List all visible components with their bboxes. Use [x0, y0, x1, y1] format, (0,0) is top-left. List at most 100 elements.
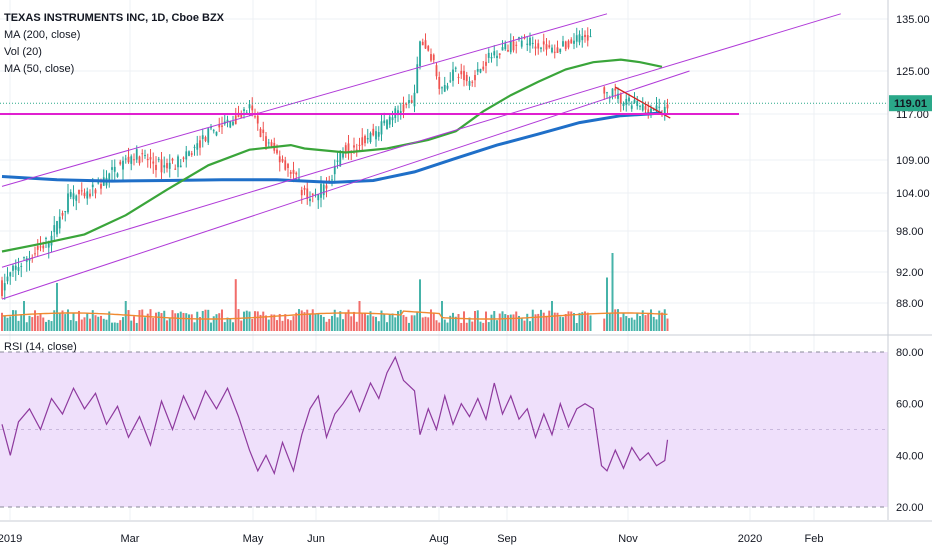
candle-body [39, 246, 42, 248]
volume-bar [584, 311, 586, 331]
volume-bar [432, 313, 435, 331]
candle-body [185, 151, 188, 160]
candle-body [504, 43, 507, 50]
volume-bar [97, 316, 100, 331]
volume-bar [485, 311, 487, 331]
price-axis[interactable]: 135.00 125.00 117.00 109.00 104.00 98.00 92.00… [896, 14, 930, 310]
candle-body [531, 42, 534, 44]
ma200-legend[interactable]: MA (200, close) [4, 29, 81, 41]
candle-body [127, 156, 130, 163]
rsi-tick-label: 80.00 [896, 347, 924, 359]
candle-body [520, 40, 523, 47]
trend-line-channel_lower[interactable] [1, 70, 690, 300]
candle-body [562, 41, 564, 47]
volume-bar [14, 310, 17, 331]
volume-bar [573, 313, 575, 331]
time-tick-label: 2020 [738, 533, 762, 545]
candle-body [58, 216, 61, 229]
volume-bar [405, 316, 408, 331]
volume-bar [221, 309, 223, 331]
volume-bar [28, 315, 31, 331]
candle-body [254, 116, 256, 118]
candle-body [545, 44, 548, 50]
volume-bar [424, 316, 427, 331]
candle-body [155, 164, 157, 171]
trend-line-triangle_top[interactable] [614, 86, 671, 119]
ma50-legend[interactable]: MA (50, close) [4, 63, 75, 75]
rsi-guides [0, 351, 888, 508]
volume-bar [413, 315, 416, 331]
trend-line-channel_mid[interactable] [1, 13, 841, 268]
volume-bar [496, 320, 498, 331]
candle-body [295, 172, 298, 175]
volume-bar [122, 317, 124, 331]
candle-body [119, 161, 122, 165]
volume-bar [177, 313, 179, 331]
volume-bar [267, 319, 270, 331]
price-tick-label: 88.00 [896, 298, 924, 310]
rsi-legend[interactable]: RSI (14, close) [4, 341, 77, 353]
candle-body [397, 110, 399, 114]
time-axis[interactable]: 2019 Mar May Jun Aug Sep Nov 2020 Feb [0, 533, 823, 545]
volume-bar [383, 313, 386, 331]
volume-bar [342, 319, 344, 331]
volume-bar [320, 315, 322, 331]
candle-body [75, 195, 78, 201]
candle-body [278, 156, 281, 163]
volume-bar [463, 311, 465, 331]
symbol-title[interactable]: TEXAS INSTRUMENTS INC, 1D, Cboe BZX [4, 12, 225, 24]
volume-bar [199, 317, 201, 331]
candle-body [347, 143, 350, 153]
volume-bar [149, 309, 152, 331]
candle-body [639, 105, 641, 107]
volume-bar [245, 310, 248, 331]
volume-bar [39, 313, 42, 331]
candle-body [56, 221, 58, 235]
candle-body [188, 151, 190, 156]
candle-body [78, 189, 80, 195]
time-tick-label: Sep [497, 533, 517, 545]
volume-bar [526, 313, 529, 331]
volume-bar [625, 316, 628, 331]
candle-body [284, 160, 287, 170]
volume-bar [303, 312, 306, 331]
candle-body [650, 108, 652, 114]
volume-bar [564, 314, 567, 331]
volume-bar [111, 322, 113, 331]
volume-bar [663, 309, 666, 331]
volume-bar [300, 310, 303, 331]
volume-bar [399, 309, 402, 331]
volume-bar [204, 309, 207, 331]
volume-bar [86, 312, 89, 331]
candle-body [207, 128, 210, 143]
volume-bar [234, 279, 237, 331]
volume-bar [512, 314, 515, 331]
trend-line-channel_upper[interactable] [1, 13, 608, 187]
volume-bars [1, 253, 669, 331]
candle-body [344, 145, 347, 153]
volume-bar [218, 313, 221, 331]
volume-bar [380, 310, 383, 331]
volume-bar [223, 322, 226, 331]
candle-body [179, 165, 182, 168]
rsi-axis[interactable]: 80.00 60.00 40.00 20.00 [896, 347, 924, 514]
candle-body [526, 43, 529, 45]
volume-bar [215, 314, 218, 331]
volume-bar [628, 318, 630, 331]
candle-body [410, 100, 413, 103]
candle-body [322, 184, 325, 196]
candle-body [479, 68, 482, 73]
candle-body [603, 87, 606, 94]
volume-bar [416, 312, 419, 331]
volume-bar [443, 319, 446, 331]
candle-body [36, 246, 39, 250]
candle-body [636, 101, 639, 107]
volume-legend[interactable]: Vol (20) [4, 46, 42, 58]
candle-body [331, 179, 333, 181]
volume-bar [89, 318, 91, 331]
candle-body [152, 161, 155, 164]
candle-body [628, 97, 630, 102]
volume-bar [182, 312, 185, 331]
candle-body [303, 187, 306, 190]
